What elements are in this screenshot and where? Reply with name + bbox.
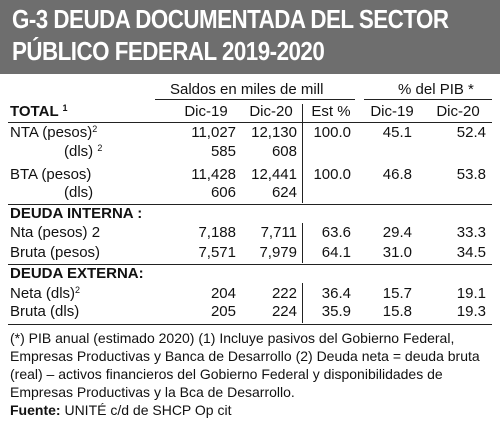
source-text: UNITÉ c/d de SHCP Op cit bbox=[60, 402, 232, 418]
cell-value: 100.0 bbox=[313, 124, 351, 141]
cell-value: 46.8 bbox=[382, 166, 412, 183]
cell-value: 15.8 bbox=[382, 303, 412, 320]
header-rule bbox=[8, 122, 492, 123]
col-header-dic20: Dic-20 bbox=[249, 103, 293, 120]
row-label: (dls) 2 bbox=[64, 143, 103, 160]
footnote-text: (*) PIB anual (estimado 2020) (1) Incluy… bbox=[10, 330, 480, 400]
col-header-pib20: Dic-20 bbox=[436, 103, 480, 120]
cell-value: 7,188 bbox=[198, 224, 236, 241]
col-separator bbox=[302, 104, 303, 203]
cell-value: 11,027 bbox=[191, 124, 236, 141]
cell-value: 52.4 bbox=[456, 124, 486, 141]
source-label: Fuente: bbox=[10, 402, 61, 418]
cell-value: 224 bbox=[271, 303, 297, 320]
section-interna: DEUDA INTERNA : bbox=[10, 205, 143, 222]
cell-value: 53.8 bbox=[456, 166, 486, 183]
cell-value: 12,441 bbox=[251, 166, 297, 183]
col-header-est: Est % bbox=[311, 103, 351, 120]
row-label: (dls) bbox=[64, 184, 94, 201]
group-rule-1 bbox=[155, 99, 355, 100]
cell-value: 34.5 bbox=[456, 244, 486, 261]
col-separator bbox=[302, 223, 303, 263]
cell-value: 35.9 bbox=[321, 303, 351, 320]
row-label: BTA (pesos) bbox=[10, 166, 92, 183]
cell-value: 7,979 bbox=[259, 244, 297, 261]
title-line-2: PÚBLICO FEDERAL 2019-2020 bbox=[12, 36, 325, 66]
cell-value: 222 bbox=[271, 285, 297, 302]
cell-value: 36.4 bbox=[321, 285, 351, 302]
row-label: Neta (dls)2 bbox=[10, 285, 81, 302]
col-header-dic19: Dic-19 bbox=[184, 103, 228, 120]
cell-value: 7,711 bbox=[260, 224, 297, 241]
cell-value: 29.4 bbox=[382, 224, 412, 241]
cell-value: 606 bbox=[210, 184, 236, 201]
row-label: Nta (pesos) 2 bbox=[10, 224, 101, 241]
cell-value: 12,130 bbox=[251, 124, 297, 141]
section-total: TOTAL 1 bbox=[10, 103, 68, 120]
cell-value: 608 bbox=[271, 143, 297, 160]
cell-value: 64.1 bbox=[321, 244, 351, 261]
cell-value: 11,428 bbox=[191, 166, 236, 183]
cell-value: 19.1 bbox=[456, 285, 486, 302]
row-label: NTA (pesos)2 bbox=[10, 124, 98, 141]
cell-value: 19.3 bbox=[456, 303, 486, 320]
cell-value: 33.3 bbox=[456, 224, 486, 241]
cell-value: 204 bbox=[210, 285, 236, 302]
cell-value: 45.1 bbox=[382, 124, 412, 141]
cell-value: 7,571 bbox=[198, 244, 236, 261]
group-header-pib: % del PIB * bbox=[398, 81, 474, 98]
cell-value: 63.6 bbox=[321, 224, 351, 241]
cell-value: 585 bbox=[210, 143, 236, 160]
cell-value: 624 bbox=[271, 184, 297, 201]
section-rule bbox=[8, 204, 492, 205]
footnote: (*) PIB anual (estimado 2020) (1) Incluy… bbox=[10, 329, 492, 419]
col-separator bbox=[302, 283, 303, 323]
group-rule-2 bbox=[364, 99, 492, 100]
title-line-1: G-3 DEUDA DOCUMENTADA DEL SECTOR bbox=[12, 4, 449, 34]
cell-value: 15.7 bbox=[382, 285, 412, 302]
title-banner: G-3 DEUDA DOCUMENTADA DEL SECTOR PÚBLICO… bbox=[0, 0, 500, 74]
col-header-pib19: Dic-19 bbox=[370, 103, 414, 120]
footer-rule bbox=[8, 324, 492, 325]
cell-value: 205 bbox=[210, 303, 236, 320]
row-label: Bruta (pesos) bbox=[10, 244, 101, 261]
cell-value: 100.0 bbox=[313, 166, 351, 183]
cell-value: 31.0 bbox=[382, 244, 412, 261]
section-externa: DEUDA EXTERNA: bbox=[10, 265, 144, 282]
section-rule bbox=[8, 264, 492, 265]
row-label: Bruta (dls) bbox=[10, 303, 80, 320]
group-header-saldos: Saldos en miles de mill bbox=[170, 81, 324, 98]
